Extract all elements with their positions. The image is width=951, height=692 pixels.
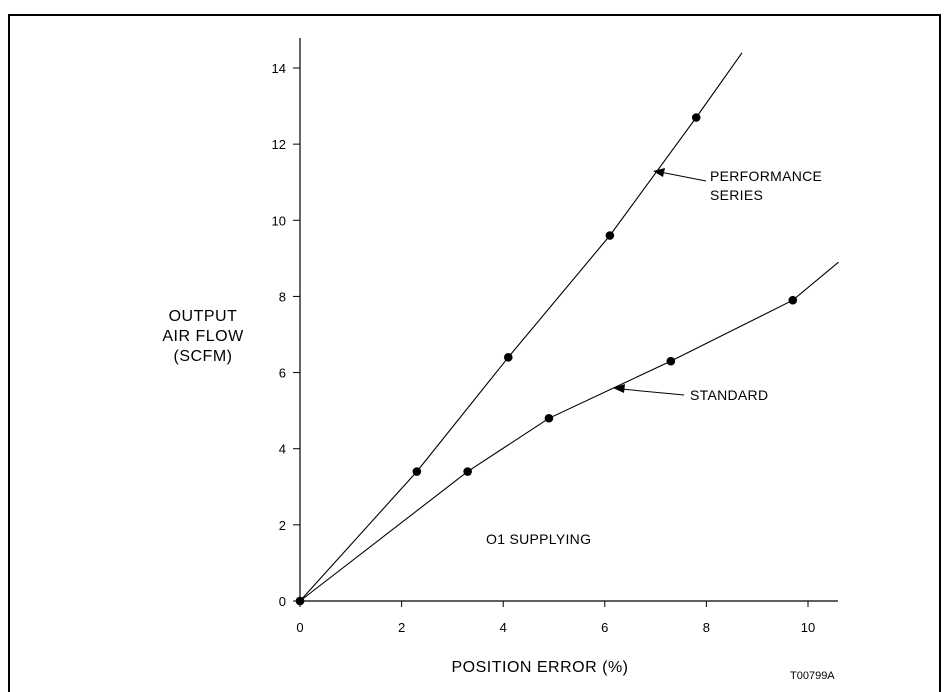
y-tick-label: 14: [272, 61, 286, 76]
standard-point: [788, 295, 798, 305]
axes: [299, 38, 838, 602]
y-tick-label: 6: [279, 366, 286, 381]
y-tick-label: 4: [279, 442, 286, 457]
x-tick-label: 8: [703, 620, 710, 635]
standard-point: [295, 596, 305, 606]
performance-label-arrow: [653, 168, 707, 182]
performance-series-point: [503, 353, 513, 362]
standard-label-arrow: [613, 384, 685, 396]
y-tick-label: 2: [279, 518, 286, 533]
standard-point: [666, 356, 676, 366]
chart-frame: [8, 14, 941, 692]
standard-line: [299, 261, 839, 602]
performance-series-line: [299, 52, 743, 602]
x-tick-label: 0: [296, 620, 303, 635]
y-axis-title-line-2: AIR FLOW: [162, 328, 244, 345]
y-tick-label: 10: [272, 213, 286, 228]
y-tick-label: 8: [279, 289, 286, 304]
y-tick-label: 0: [279, 594, 286, 609]
x-tick-label: 2: [398, 620, 405, 635]
performance-series-point: [691, 113, 701, 122]
performance-series-label-line-1: PERFORMANCE: [710, 168, 822, 184]
x-axis-title: POSITION ERROR (%): [451, 659, 628, 676]
supply-note: O1 SUPPLYING: [486, 531, 591, 547]
y-axis-title-line-1: OUTPUT: [169, 308, 238, 325]
x-tick-label: 10: [801, 620, 815, 635]
series-layer: [295, 52, 839, 606]
y-axis-title-line-3: (SCFM): [174, 348, 233, 365]
y-tick-label: 12: [272, 137, 286, 152]
ticks: 0 2 4 6 8 10 12 14 0 2 4 6 8 10: [272, 61, 816, 635]
standard-point: [463, 467, 472, 476]
performance-series-point: [412, 467, 422, 476]
x-tick-label: 6: [601, 620, 608, 635]
standard-point: [544, 413, 554, 423]
performance-series-point: [605, 231, 615, 240]
figure-code: T00799A: [790, 670, 835, 682]
performance-series-label-line-2: SERIES: [710, 187, 763, 203]
standard-series-label: STANDARD: [690, 387, 768, 403]
x-tick-label: 4: [500, 620, 507, 635]
